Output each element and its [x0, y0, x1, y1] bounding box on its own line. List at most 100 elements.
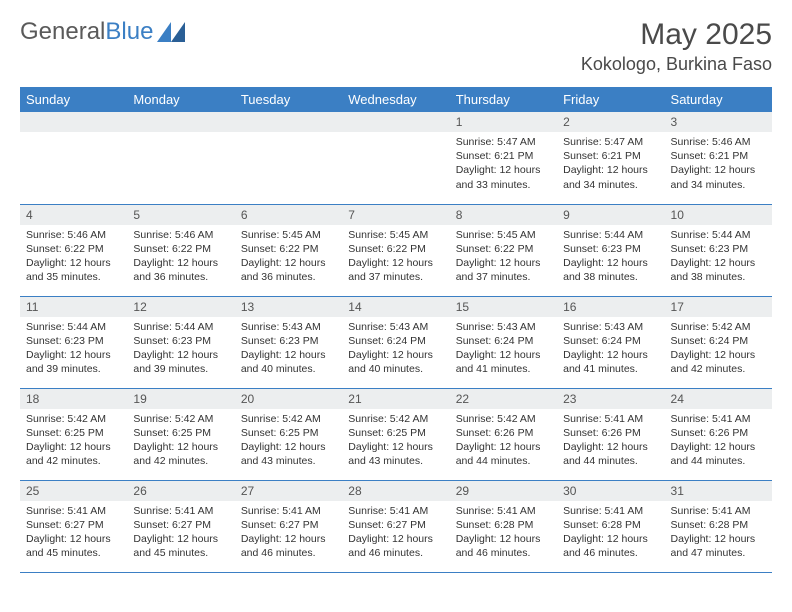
day-line: Sunset: 6:23 PM	[241, 334, 336, 348]
day-number: 17	[665, 297, 772, 317]
day-line: Daylight: 12 hours and 37 minutes.	[348, 256, 443, 284]
day-line: Daylight: 12 hours and 41 minutes.	[563, 348, 658, 376]
day-line: Sunrise: 5:41 AM	[563, 412, 658, 426]
day-line: Sunrise: 5:43 AM	[456, 320, 551, 334]
day-line: Daylight: 12 hours and 34 minutes.	[671, 163, 766, 191]
day-line: Sunrise: 5:41 AM	[671, 504, 766, 518]
day-line: Sunrise: 5:43 AM	[241, 320, 336, 334]
calendar-cell: 30Sunrise: 5:41 AMSunset: 6:28 PMDayligh…	[557, 480, 664, 572]
day-line: Sunset: 6:27 PM	[133, 518, 228, 532]
day-line: Sunset: 6:22 PM	[26, 242, 121, 256]
day-number: 26	[127, 481, 234, 501]
location: Kokologo, Burkina Faso	[581, 54, 772, 75]
day-number	[342, 112, 449, 132]
day-line: Daylight: 12 hours and 45 minutes.	[26, 532, 121, 560]
day-line: Daylight: 12 hours and 39 minutes.	[26, 348, 121, 376]
day-number: 22	[450, 389, 557, 409]
day-line: Sunset: 6:27 PM	[348, 518, 443, 532]
day-line: Sunset: 6:23 PM	[26, 334, 121, 348]
weekday-header: Wednesday	[342, 87, 449, 112]
day-detail: Sunrise: 5:46 AMSunset: 6:21 PMDaylight:…	[665, 132, 772, 198]
day-number: 10	[665, 205, 772, 225]
day-line: Sunrise: 5:46 AM	[26, 228, 121, 242]
day-line: Daylight: 12 hours and 36 minutes.	[241, 256, 336, 284]
day-line: Sunset: 6:25 PM	[241, 426, 336, 440]
day-line: Sunrise: 5:41 AM	[348, 504, 443, 518]
calendar-cell: 13Sunrise: 5:43 AMSunset: 6:23 PMDayligh…	[235, 296, 342, 388]
calendar-cell: 25Sunrise: 5:41 AMSunset: 6:27 PMDayligh…	[20, 480, 127, 572]
day-number: 21	[342, 389, 449, 409]
day-line: Daylight: 12 hours and 43 minutes.	[241, 440, 336, 468]
day-line: Sunrise: 5:47 AM	[563, 135, 658, 149]
day-line: Sunset: 6:24 PM	[456, 334, 551, 348]
day-line: Daylight: 12 hours and 36 minutes.	[133, 256, 228, 284]
day-number: 19	[127, 389, 234, 409]
day-line: Sunrise: 5:43 AM	[563, 320, 658, 334]
calendar-cell: 11Sunrise: 5:44 AMSunset: 6:23 PMDayligh…	[20, 296, 127, 388]
day-detail: Sunrise: 5:43 AMSunset: 6:24 PMDaylight:…	[450, 317, 557, 383]
calendar-cell: 6Sunrise: 5:45 AMSunset: 6:22 PMDaylight…	[235, 204, 342, 296]
day-detail: Sunrise: 5:42 AMSunset: 6:26 PMDaylight:…	[450, 409, 557, 475]
day-line: Sunrise: 5:41 AM	[456, 504, 551, 518]
weekday-header: Sunday	[20, 87, 127, 112]
day-detail: Sunrise: 5:41 AMSunset: 6:27 PMDaylight:…	[127, 501, 234, 567]
calendar-cell: 4Sunrise: 5:46 AMSunset: 6:22 PMDaylight…	[20, 204, 127, 296]
weekday-header: Saturday	[665, 87, 772, 112]
day-detail: Sunrise: 5:42 AMSunset: 6:24 PMDaylight:…	[665, 317, 772, 383]
logo-text-1: General	[20, 18, 105, 46]
day-number: 7	[342, 205, 449, 225]
day-number: 27	[235, 481, 342, 501]
calendar-cell: 12Sunrise: 5:44 AMSunset: 6:23 PMDayligh…	[127, 296, 234, 388]
calendar-cell: 24Sunrise: 5:41 AMSunset: 6:26 PMDayligh…	[665, 388, 772, 480]
weekday-header: Thursday	[450, 87, 557, 112]
day-line: Sunrise: 5:41 AM	[563, 504, 658, 518]
day-line: Daylight: 12 hours and 35 minutes.	[26, 256, 121, 284]
day-line: Sunrise: 5:46 AM	[133, 228, 228, 242]
day-line: Sunrise: 5:44 AM	[133, 320, 228, 334]
day-line: Sunset: 6:26 PM	[671, 426, 766, 440]
day-line: Daylight: 12 hours and 46 minutes.	[563, 532, 658, 560]
day-line: Sunset: 6:22 PM	[348, 242, 443, 256]
day-detail: Sunrise: 5:46 AMSunset: 6:22 PMDaylight:…	[127, 225, 234, 291]
day-number: 20	[235, 389, 342, 409]
day-line: Sunrise: 5:42 AM	[26, 412, 121, 426]
day-number	[20, 112, 127, 132]
day-number: 29	[450, 481, 557, 501]
day-line: Daylight: 12 hours and 34 minutes.	[563, 163, 658, 191]
day-detail: Sunrise: 5:42 AMSunset: 6:25 PMDaylight:…	[342, 409, 449, 475]
day-detail: Sunrise: 5:41 AMSunset: 6:28 PMDaylight:…	[557, 501, 664, 567]
day-number: 8	[450, 205, 557, 225]
calendar-cell	[20, 112, 127, 204]
calendar-cell: 18Sunrise: 5:42 AMSunset: 6:25 PMDayligh…	[20, 388, 127, 480]
day-line: Daylight: 12 hours and 42 minutes.	[133, 440, 228, 468]
day-line: Daylight: 12 hours and 44 minutes.	[671, 440, 766, 468]
logo-icon	[157, 22, 185, 42]
calendar-cell: 9Sunrise: 5:44 AMSunset: 6:23 PMDaylight…	[557, 204, 664, 296]
day-line: Daylight: 12 hours and 46 minutes.	[348, 532, 443, 560]
calendar-cell: 23Sunrise: 5:41 AMSunset: 6:26 PMDayligh…	[557, 388, 664, 480]
day-number: 18	[20, 389, 127, 409]
day-number: 6	[235, 205, 342, 225]
calendar-table: SundayMondayTuesdayWednesdayThursdayFrid…	[20, 87, 772, 573]
day-line: Sunset: 6:25 PM	[348, 426, 443, 440]
day-detail: Sunrise: 5:47 AMSunset: 6:21 PMDaylight:…	[557, 132, 664, 198]
day-number: 3	[665, 112, 772, 132]
day-number: 5	[127, 205, 234, 225]
day-detail: Sunrise: 5:44 AMSunset: 6:23 PMDaylight:…	[127, 317, 234, 383]
day-detail: Sunrise: 5:43 AMSunset: 6:24 PMDaylight:…	[342, 317, 449, 383]
calendar-week-row: 1Sunrise: 5:47 AMSunset: 6:21 PMDaylight…	[20, 112, 772, 204]
day-line: Sunset: 6:27 PM	[241, 518, 336, 532]
day-line: Daylight: 12 hours and 38 minutes.	[563, 256, 658, 284]
day-detail: Sunrise: 5:42 AMSunset: 6:25 PMDaylight:…	[235, 409, 342, 475]
day-line: Sunset: 6:23 PM	[671, 242, 766, 256]
day-line: Sunset: 6:24 PM	[348, 334, 443, 348]
calendar-cell	[127, 112, 234, 204]
day-line: Sunrise: 5:44 AM	[26, 320, 121, 334]
day-line: Daylight: 12 hours and 46 minutes.	[456, 532, 551, 560]
day-line: Sunset: 6:28 PM	[456, 518, 551, 532]
day-line: Sunset: 6:26 PM	[456, 426, 551, 440]
day-detail: Sunrise: 5:41 AMSunset: 6:28 PMDaylight:…	[665, 501, 772, 567]
calendar-cell: 22Sunrise: 5:42 AMSunset: 6:26 PMDayligh…	[450, 388, 557, 480]
day-line: Sunrise: 5:41 AM	[671, 412, 766, 426]
day-detail: Sunrise: 5:41 AMSunset: 6:27 PMDaylight:…	[235, 501, 342, 567]
